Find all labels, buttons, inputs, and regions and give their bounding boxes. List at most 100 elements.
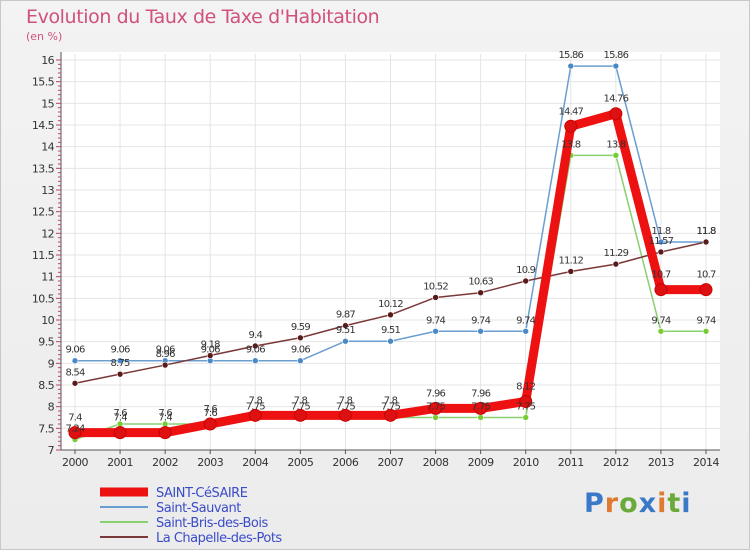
data-label: 8.54 [65,367,85,378]
chart-title: Evolution du Taux de Taxe d'Habitation [26,6,380,28]
data-point [71,357,79,365]
data-point [522,327,530,335]
data-point [432,327,439,335]
data-label: 9.51 [336,325,356,336]
data-label: 10.9 [516,265,536,276]
y-tick-label: 7 [48,444,55,457]
data-label: 7.6 [113,408,127,419]
data-label: 9.74 [516,315,536,326]
data-label: 8.75 [111,358,131,369]
data-label: 7.6 [203,404,217,415]
data-label: 15.86 [558,50,583,61]
data-point [612,260,620,268]
data-label: 7.75 [381,402,401,413]
data-point [161,361,169,369]
data-point [564,119,578,133]
data-label: 9.4 [249,330,263,341]
data-point [612,152,620,159]
data-point [342,337,349,345]
data-label: 15.86 [604,50,629,61]
data-label: 7.96 [426,388,446,399]
data-point [251,342,259,350]
data-label: 10.7 [651,270,671,281]
logo-letter: P [584,488,605,519]
data-point [432,414,439,421]
data-label: 7.6 [203,408,217,419]
data-label: 7.8 [294,395,308,406]
data-point [113,426,127,440]
data-label: 9.74 [426,315,446,326]
data-point [567,62,575,70]
logo-letter: i [681,488,692,519]
data-point [567,268,575,275]
data-label: 7.8 [384,395,398,406]
data-label: 13.8 [606,139,626,150]
x-tick-label: 2003 [197,456,223,469]
data-label: 7.75 [426,402,446,413]
data-point [657,248,665,256]
x-tick-label: 2005 [287,456,313,469]
data-label: 11.57 [649,236,674,247]
x-tick-label: 2002 [152,456,178,469]
data-label: 7.4 [68,413,82,424]
data-label: 7.75 [336,402,356,413]
data-label: 8.96 [156,349,176,360]
legend-label: Saint-Sauvant [156,501,241,516]
data-point [68,426,82,440]
x-tick-label: 2004 [242,456,268,469]
data-label: 10.52 [423,281,448,292]
data-point [474,401,488,415]
y-tick-label: 12 [41,227,54,240]
data-label: 11.8 [651,226,671,237]
data-point [248,408,262,422]
data-label: 7.6 [158,408,172,419]
data-label: 8.12 [516,381,536,392]
data-point [612,62,620,70]
data-label: 9.74 [696,315,716,326]
logo-letter: t [667,488,682,519]
x-tick-label: 2006 [332,456,358,469]
data-point [657,327,665,335]
y-tick-label: 9.5 [38,336,54,349]
data-point [699,283,713,297]
legend-label: Saint-Bris-des-Bois [156,516,268,531]
data-point [206,352,214,359]
data-point [654,283,668,297]
y-tick-label: 11 [41,271,54,284]
y-tick-label: 15.5 [32,76,55,89]
data-point [384,408,397,422]
data-label: 7.75 [471,402,491,413]
data-point [293,408,307,422]
data-label: 9.18 [201,340,221,351]
data-label: 7.4 [158,413,172,424]
data-label: 7.24 [65,424,85,435]
y-tick-label: 13 [41,184,54,197]
data-point [702,238,710,246]
y-tick-label: 14.5 [32,119,55,132]
legend-label: La Chapelle-des-Pots [156,531,282,546]
data-point [203,417,217,431]
logo-letter: i [657,488,668,519]
data-label: 9.74 [651,315,671,326]
y-tick-label: 10.5 [32,292,55,305]
data-label: 11.29 [604,248,629,259]
x-tick-label: 2001 [107,456,133,469]
data-label: 9.06 [291,345,311,356]
y-tick-label: 16 [41,54,54,67]
y-tick-label: 15 [41,97,54,110]
data-point [657,238,665,246]
data-point [519,394,533,408]
data-label: 9.06 [246,345,266,356]
data-label: 7.8 [339,395,353,406]
x-tick-label: 2010 [513,456,539,469]
data-label: 13.8 [561,139,581,150]
x-tick-label: 2009 [468,456,494,469]
data-point [116,370,124,378]
data-point [387,311,394,319]
data-point [387,337,394,345]
data-label: 14.47 [558,106,583,117]
data-label: 7.96 [471,388,491,399]
data-label: 9.06 [201,345,221,356]
data-point [297,357,304,365]
